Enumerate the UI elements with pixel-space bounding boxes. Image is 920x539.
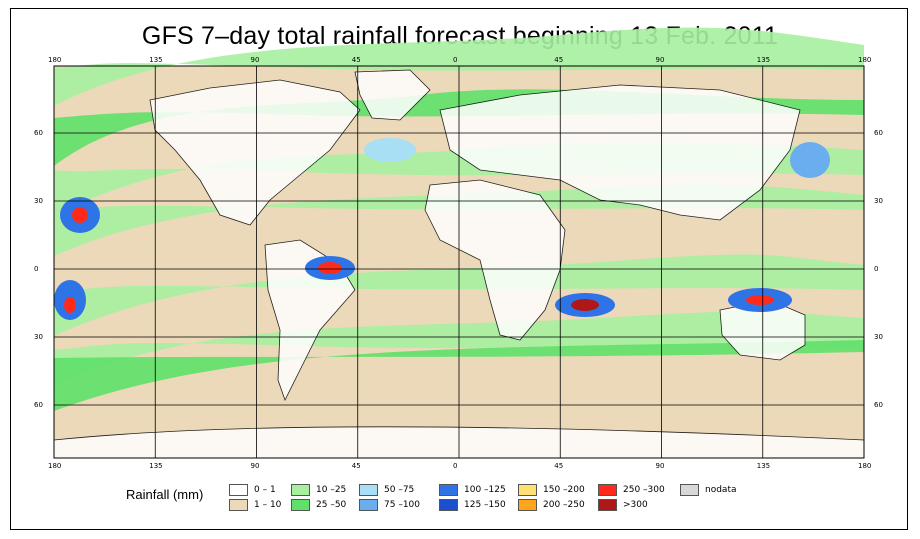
legend-swatch [229, 499, 248, 511]
legend-swatch [439, 499, 458, 511]
lat-tick-right: 60 [874, 129, 883, 137]
lat-tick-left: 60 [34, 129, 43, 137]
legend-label: 100 –125 [464, 485, 506, 495]
legend-label: 200 –250 [543, 500, 585, 510]
legend-label: 1 – 10 [254, 500, 282, 510]
legend-label: 0 – 1 [254, 485, 276, 495]
figure-frame [10, 8, 908, 530]
land-mass [439, 84, 801, 221]
legend-item: 25 –50 [291, 499, 346, 511]
legend-item: 250 –300 [598, 484, 665, 496]
legend-item: >300 [598, 499, 648, 511]
land-mass [424, 179, 566, 341]
legend-swatch [359, 499, 378, 511]
rainfall-hotspot [64, 297, 76, 313]
legend-item: 1 – 10 [229, 499, 281, 511]
lon-tick-top: 0 [453, 56, 458, 64]
legend-item: 0 – 1 [229, 484, 276, 496]
legend-swatch [598, 499, 617, 511]
lon-tick-bottom: 180 [48, 462, 62, 470]
legend-item: nodata [680, 484, 736, 496]
legend-swatch [518, 484, 537, 496]
legend-item: 100 –125 [439, 484, 506, 496]
lat-tick-left: 0 [34, 265, 39, 273]
legend-swatch [518, 499, 537, 511]
legend-label: 125 –150 [464, 500, 506, 510]
legend-item: 50 –75 [359, 484, 414, 496]
land-mass [354, 69, 431, 121]
rainfall-hotspot [318, 262, 342, 274]
lat-tick-right: 60 [874, 401, 883, 409]
lon-tick-bottom: 180 [858, 462, 872, 470]
lon-tick-top: 180 [858, 56, 872, 64]
legend-label: 50 –75 [384, 485, 415, 495]
legend-label: 75 –100 [384, 500, 420, 510]
legend-label: 10 –25 [316, 485, 347, 495]
lon-tick-top: 180 [48, 56, 62, 64]
rainfall-hotspot [571, 299, 599, 311]
lon-tick-top: 135 [149, 56, 163, 64]
legend-item: 125 –150 [439, 499, 506, 511]
legend-title: Rainfall (mm) [126, 487, 204, 502]
lat-tick-left: 30 [34, 333, 43, 341]
lat-tick-right: 30 [874, 333, 883, 341]
rainfall-hotspot [790, 142, 830, 178]
lat-tick-left: 30 [34, 197, 43, 205]
lon-tick-bottom: 90 [250, 462, 260, 470]
map-border [53, 65, 865, 459]
lat-tick-left: 60 [34, 401, 43, 409]
legend-label: 150 –200 [543, 485, 585, 495]
lon-tick-top: 90 [655, 56, 665, 64]
lon-tick-bottom: 0 [453, 462, 458, 470]
lon-tick-top: 45 [351, 56, 361, 64]
legend-swatch [359, 484, 378, 496]
land-mass [149, 79, 361, 226]
rainfall-hotspot [364, 138, 416, 162]
lat-tick-right: 0 [874, 265, 879, 273]
rainfall-hotspot [746, 295, 774, 305]
lon-tick-top: 45 [554, 56, 564, 64]
legend-item: 200 –250 [518, 499, 585, 511]
legend-swatch [229, 484, 248, 496]
legend-label: nodata [705, 485, 737, 495]
legend-swatch [291, 484, 310, 496]
legend-item: 75 –100 [359, 499, 420, 511]
legend-swatch [598, 484, 617, 496]
lon-tick-top: 90 [250, 56, 260, 64]
legend-label: 25 –50 [316, 500, 347, 510]
legend-label: >300 [623, 500, 648, 510]
lat-tick-right: 30 [874, 197, 883, 205]
legend-item: 10 –25 [291, 484, 346, 496]
lon-tick-bottom: 45 [554, 462, 564, 470]
legend-swatch [439, 484, 458, 496]
lon-tick-bottom: 135 [756, 462, 771, 470]
legend-item: 150 –200 [518, 484, 585, 496]
lon-tick-bottom: 45 [351, 462, 361, 470]
lon-tick-bottom: 135 [149, 462, 163, 470]
rainfall-hotspot [72, 207, 88, 223]
lon-tick-top: 135 [756, 56, 771, 64]
legend-label: 250 –300 [623, 485, 665, 495]
lon-tick-bottom: 90 [655, 462, 665, 470]
legend-swatch [291, 499, 310, 511]
legend-swatch [680, 484, 699, 496]
